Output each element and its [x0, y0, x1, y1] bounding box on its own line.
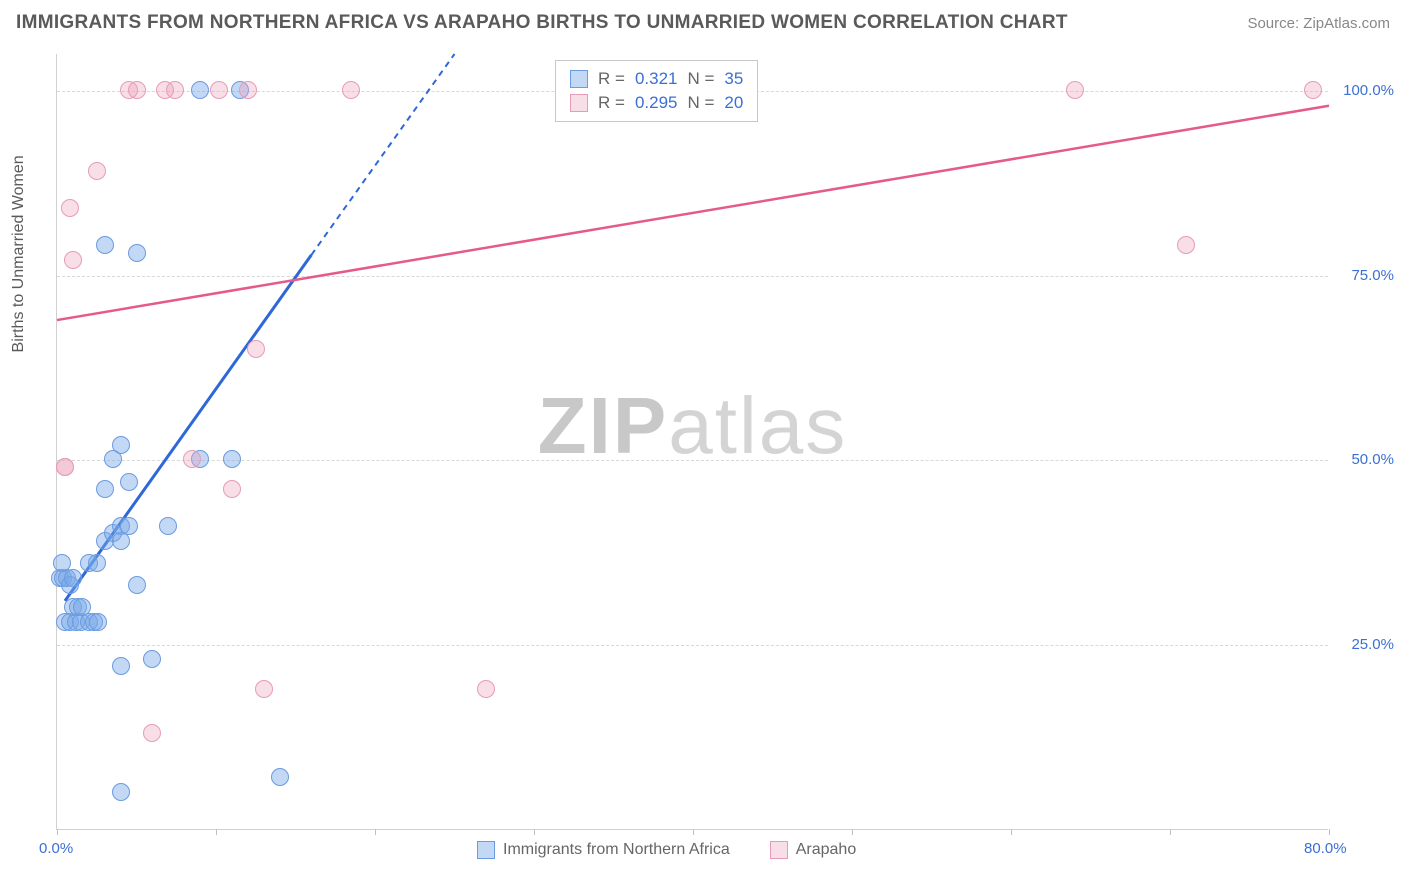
swatch-icon — [570, 94, 588, 112]
data-point — [1304, 81, 1322, 99]
data-point — [88, 162, 106, 180]
legend-item-series2: Arapaho — [770, 841, 857, 859]
x-tick — [852, 829, 853, 835]
stats-row-series2: R = 0.295 N = 20 — [570, 93, 743, 113]
data-point — [271, 768, 289, 786]
x-tick — [375, 829, 376, 835]
data-point — [96, 236, 114, 254]
y-axis-label: 25.0% — [1351, 636, 1394, 653]
stats-legend-box: R = 0.321 N = 35 R = 0.295 N = 20 — [555, 60, 758, 122]
data-point — [223, 450, 241, 468]
n-label: N = — [687, 69, 714, 89]
data-point — [223, 480, 241, 498]
data-point — [159, 517, 177, 535]
swatch-icon — [477, 841, 495, 859]
n-value: 35 — [724, 69, 743, 89]
y-axis-title: Births to Unmarried Women — [10, 155, 28, 352]
data-point — [112, 532, 130, 550]
n-value: 20 — [724, 93, 743, 113]
data-point — [342, 81, 360, 99]
data-point — [210, 81, 228, 99]
data-point — [56, 458, 74, 476]
chart-title: IMMIGRANTS FROM NORTHERN AFRICA VS ARAPA… — [16, 12, 1068, 34]
y-axis-label: 75.0% — [1351, 267, 1394, 284]
r-value: 0.295 — [635, 93, 678, 113]
legend-label: Arapaho — [796, 841, 857, 859]
data-point — [143, 724, 161, 742]
x-tick — [534, 829, 535, 835]
x-axis-label: 80.0% — [1304, 840, 1347, 857]
r-label: R = — [598, 93, 625, 113]
data-point — [255, 680, 273, 698]
data-point — [247, 340, 265, 358]
data-point — [64, 251, 82, 269]
x-tick — [693, 829, 694, 835]
data-point — [1177, 236, 1195, 254]
y-axis-label: 50.0% — [1351, 451, 1394, 468]
plot-area: ZIPatlas 25.0%50.0%75.0%100.0% 0.0%80.0%… — [56, 54, 1328, 830]
x-axis-label: 0.0% — [39, 840, 73, 857]
data-point — [120, 473, 138, 491]
r-value: 0.321 — [635, 69, 678, 89]
y-axis-label: 100.0% — [1343, 82, 1394, 99]
data-point — [166, 81, 184, 99]
x-tick — [1170, 829, 1171, 835]
r-label: R = — [598, 69, 625, 89]
trend-line — [311, 54, 454, 255]
data-point — [89, 613, 107, 631]
data-point — [104, 450, 122, 468]
data-point — [112, 657, 130, 675]
swatch-icon — [770, 841, 788, 859]
source-attribution: Source: ZipAtlas.com — [1247, 15, 1390, 32]
data-point — [112, 783, 130, 801]
data-point — [183, 450, 201, 468]
trend-line — [57, 106, 1329, 320]
x-tick — [57, 829, 58, 835]
x-tick — [1329, 829, 1330, 835]
data-point — [88, 554, 106, 572]
data-point — [73, 598, 91, 616]
trend-lines-svg — [57, 54, 1328, 829]
n-label: N = — [687, 93, 714, 113]
legend-label: Immigrants from Northern Africa — [503, 841, 730, 859]
data-point — [64, 569, 82, 587]
swatch-icon — [570, 70, 588, 88]
data-point — [96, 480, 114, 498]
x-tick — [1011, 829, 1012, 835]
x-tick — [216, 829, 217, 835]
data-point — [191, 81, 209, 99]
data-point — [239, 81, 257, 99]
data-point — [61, 199, 79, 217]
data-point — [128, 576, 146, 594]
stats-row-series1: R = 0.321 N = 35 — [570, 69, 743, 89]
data-point — [128, 81, 146, 99]
legend-bottom: Immigrants from Northern Africa Arapaho — [477, 841, 856, 859]
data-point — [143, 650, 161, 668]
data-point — [477, 680, 495, 698]
legend-item-series1: Immigrants from Northern Africa — [477, 841, 730, 859]
data-point — [1066, 81, 1084, 99]
data-point — [128, 244, 146, 262]
